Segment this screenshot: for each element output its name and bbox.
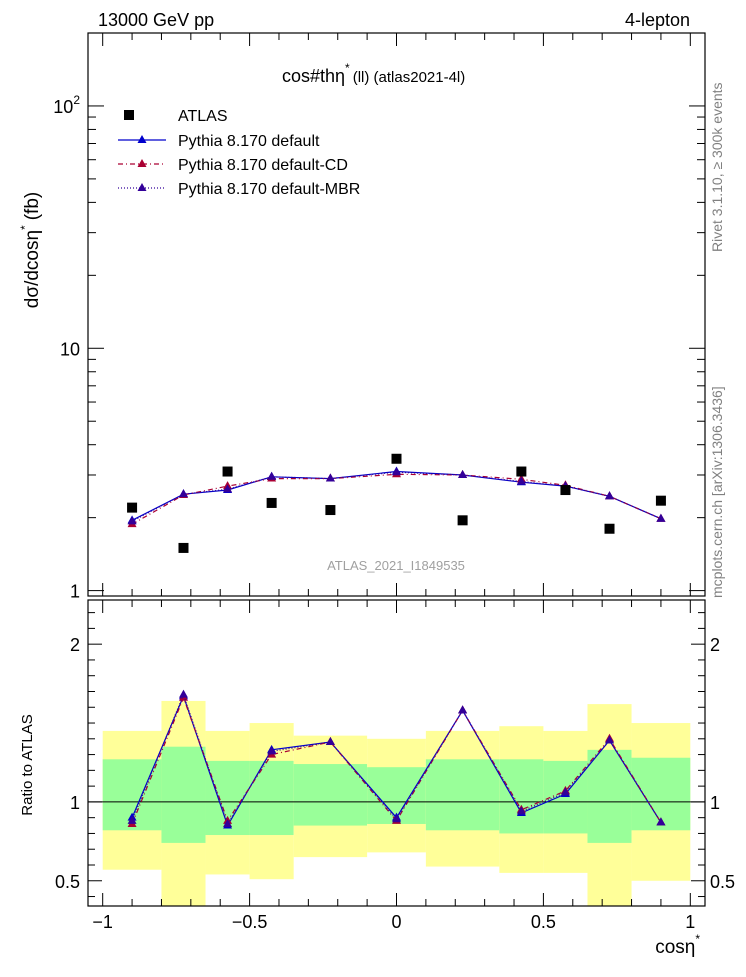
top-ylabel-sup: * xyxy=(18,225,32,230)
header-left: 13000 GeV pp xyxy=(98,10,214,30)
ratio-x-tick-label: −0.5 xyxy=(232,912,268,932)
legend-marker-data xyxy=(124,110,134,120)
ratio-xlabel: cosη* xyxy=(655,932,700,958)
ratio-marker-mbr xyxy=(605,735,615,744)
top-marker-mbr xyxy=(458,469,468,478)
plot-title-main: cos#thη xyxy=(282,66,345,86)
top-y-tick-label: 10 xyxy=(60,339,80,359)
legend-label-data: ATLAS xyxy=(178,108,228,125)
ratio-bands xyxy=(102,700,691,906)
ratio-y-tick-label: 1 xyxy=(70,793,80,813)
top-ylabel-unit: (fb) xyxy=(22,192,43,221)
ratio-x-tick-label: 0.5 xyxy=(531,912,556,932)
plot-title: cos#thη*(ll) (atlas2021-4l) xyxy=(282,61,465,86)
plot-title-sup: * xyxy=(345,61,350,75)
top-y-tick-label: 102 xyxy=(53,93,80,117)
ratio-y-tick-label-right: 2 xyxy=(710,635,720,655)
ratio-marker-mbr xyxy=(223,818,233,827)
inner-band xyxy=(161,746,206,843)
top-marker-mbr xyxy=(605,491,615,500)
rivet-label: Rivet 3.1.10, ≥ 300k events xyxy=(709,82,725,252)
ratio-series xyxy=(127,689,666,829)
legend-marker-default xyxy=(137,135,147,143)
top-ylabel: dσ/dcosη* (fb) xyxy=(18,192,43,308)
inner-band xyxy=(587,749,632,843)
ratio-x-tick-label: −1 xyxy=(92,912,113,932)
top-marker-mbr xyxy=(267,471,277,480)
top-marker-mbr xyxy=(656,513,666,522)
ratio-x-tick-label: 1 xyxy=(685,912,695,932)
ratio-ticks: −1 −0.5 0 0.5 1 0.5 0.5 1 1 2 2 xyxy=(55,600,735,932)
top-frame xyxy=(87,32,706,597)
legend-marker-mbr xyxy=(137,183,147,191)
ratio-y-tick-label-right: 1 xyxy=(710,793,720,813)
top-marker-mbr xyxy=(178,489,188,498)
data-point xyxy=(604,523,615,534)
data-point xyxy=(222,466,233,477)
ratio-marker-mbr xyxy=(516,806,526,815)
top-marker-mbr xyxy=(516,476,526,485)
top-ticks: 1 10 102 xyxy=(53,32,705,602)
top-marker-mbr xyxy=(392,467,401,476)
inner-band xyxy=(499,759,544,834)
legend-label-mbr: Pythia 8.170 default-MBR xyxy=(178,181,360,198)
header-right: 4-lepton xyxy=(625,10,690,30)
data-point xyxy=(516,466,527,477)
data-point xyxy=(266,497,277,508)
ratio-marker-mbr xyxy=(560,787,570,796)
ratio-marker-mbr xyxy=(127,815,137,824)
data-point xyxy=(457,515,468,526)
ratio-x-tick-label: 0 xyxy=(391,912,401,932)
top-series xyxy=(127,453,666,553)
top-marker-mbr xyxy=(325,473,335,482)
data-point xyxy=(560,485,571,496)
data-point xyxy=(391,453,402,464)
ratio-marker-mbr xyxy=(458,705,468,714)
legend-label-default: Pythia 8.170 default xyxy=(178,133,320,150)
plot-title-suffix: (ll) (atlas2021-4l) xyxy=(353,69,466,86)
ratio-marker-mbr xyxy=(325,736,335,745)
top-line-default xyxy=(131,470,662,521)
top-line-cd xyxy=(131,473,662,525)
top-y-tick-label: 1 xyxy=(70,582,80,602)
top-line-mbr xyxy=(131,471,662,522)
data-point xyxy=(325,505,336,516)
top-marker-mbr xyxy=(127,516,137,525)
mcplots-label: mcplots.cern.ch [arXiv:1306.3436] xyxy=(709,386,725,598)
ratio-xlabel-main: cosη xyxy=(655,937,695,958)
ratio-frame xyxy=(87,599,706,907)
ratio-ylabel: Ratio to ATLAS xyxy=(19,714,36,815)
data-point xyxy=(655,495,666,506)
ratio-marker-mbr xyxy=(656,817,666,826)
inner-band xyxy=(249,760,294,836)
legend-label-cd: Pythia 8.170 default-CD xyxy=(178,157,348,174)
data-point xyxy=(178,542,189,553)
top-marker-mbr xyxy=(223,484,233,493)
ratio-y-tick-label: 2 xyxy=(70,635,80,655)
legend: ATLAS Pythia 8.170 default Pythia 8.170 … xyxy=(118,108,360,198)
ratio-xlabel-sup: * xyxy=(695,932,700,946)
ratio-line-cd xyxy=(131,696,662,825)
legend-marker-cd xyxy=(137,159,147,167)
inner-band xyxy=(425,759,500,831)
watermark: ATLAS_2021_I1849535 xyxy=(327,558,465,573)
ratio-marker-mbr xyxy=(392,814,401,823)
top-ylabel-main: dσ/dcosη xyxy=(22,230,43,308)
ratio-y-tick-label-right: 0.5 xyxy=(710,872,735,892)
data-point xyxy=(127,502,138,513)
ratio-marker-mbr xyxy=(178,689,188,698)
ratio-marker-mbr xyxy=(267,746,277,755)
inner-band xyxy=(293,764,368,826)
ratio-y-tick-label: 0.5 xyxy=(55,872,80,892)
